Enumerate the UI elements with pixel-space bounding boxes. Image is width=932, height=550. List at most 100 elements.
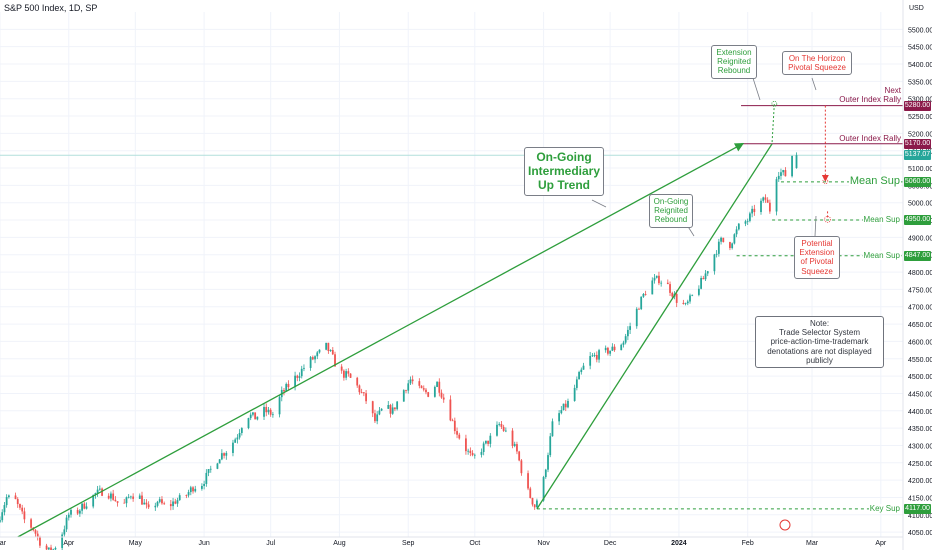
candle-body	[427, 392, 430, 397]
price-tag-level: 4950.00	[904, 215, 931, 226]
candle-body	[269, 409, 272, 415]
candle-body	[54, 547, 57, 550]
candle-body	[402, 390, 405, 402]
candle-body	[484, 440, 487, 444]
callout-connector	[751, 74, 761, 101]
candle-body	[271, 414, 274, 416]
candle-body	[325, 342, 328, 350]
candle-body	[529, 488, 532, 498]
candle-body	[14, 495, 17, 500]
candle-body	[700, 278, 703, 289]
y-tick-label: 4500.00	[908, 374, 932, 381]
candle-body	[407, 383, 410, 391]
candle-body	[161, 499, 163, 504]
candle-body	[611, 346, 614, 351]
candle-body	[598, 350, 600, 360]
candle-body	[456, 431, 458, 435]
candle-body	[582, 365, 585, 370]
annotation-reignited-rebound[interactable]: On-Going Reignited Rebound	[649, 194, 693, 228]
replay-icon	[779, 519, 791, 531]
price-tag-current: 5137.07	[904, 150, 931, 161]
target-marker	[824, 215, 831, 223]
candle-body	[489, 435, 492, 444]
candle-body	[453, 420, 456, 432]
trend-line	[536, 143, 773, 510]
y-tick-label: 5200.00	[908, 131, 932, 138]
candle-body	[609, 350, 612, 354]
candle-body	[365, 393, 367, 402]
candle-body	[442, 397, 445, 400]
candle-body	[98, 488, 101, 490]
annotation-pivotal-squeeze[interactable]: On The Horizon Pivotal Squeeze	[782, 51, 852, 76]
candle-body	[327, 342, 330, 352]
annotation-extension-rebound[interactable]: Extension Reignited Rebound	[711, 45, 757, 79]
trend-line	[17, 142, 745, 538]
candle-body	[252, 412, 254, 415]
candle-body	[440, 392, 443, 398]
y-tick-label: 4350.00	[908, 426, 932, 433]
candle-body	[449, 399, 452, 421]
candle-body	[127, 496, 130, 498]
x-tick-label: Nov	[537, 540, 550, 547]
x-tick-label: Aug	[333, 540, 346, 547]
candle-body	[651, 280, 654, 295]
candlesticks	[0, 152, 798, 550]
candle-body	[47, 547, 50, 550]
y-tick-label: 4600.00	[908, 339, 932, 346]
candle-body	[578, 372, 580, 380]
candle-body	[536, 500, 538, 508]
candle-body	[638, 308, 640, 310]
candle-body	[300, 368, 303, 377]
candle-body	[737, 223, 740, 230]
callout-connector	[591, 199, 607, 208]
candle-body	[613, 346, 616, 351]
candle-body	[660, 282, 663, 284]
candle-body	[760, 200, 762, 213]
x-tick-label: Dec	[604, 540, 617, 547]
candle-body	[542, 477, 545, 501]
candle-body	[178, 495, 181, 501]
candle-body	[236, 437, 239, 440]
candle-body	[520, 460, 523, 474]
candle-body	[185, 495, 188, 496]
annotation-note[interactable]: Note: Trade Selector System price-action…	[755, 316, 884, 368]
candle-body	[101, 488, 103, 496]
level-label: Next Outer Index Rally	[839, 86, 901, 105]
currency-label: USD	[909, 5, 924, 12]
candle-body	[691, 294, 694, 296]
candle-body	[76, 509, 79, 514]
candle-body	[138, 495, 141, 499]
candle-body	[706, 271, 709, 274]
candle-body	[176, 500, 179, 504]
y-tick-label: 4800.00	[908, 270, 932, 277]
candle-body	[141, 495, 143, 505]
candle-body	[591, 355, 594, 357]
candle-body	[378, 410, 381, 415]
candle-body	[780, 172, 782, 176]
annotation-potential-extension[interactable]: Potential Extension of Pivotal Squeeze	[794, 236, 840, 279]
candle-body	[589, 356, 592, 366]
candle-body	[531, 497, 534, 505]
x-tick-label: Mar	[0, 540, 7, 547]
x-tick-label: Apr	[875, 540, 887, 547]
y-tick-label: 4900.00	[908, 235, 932, 242]
candle-body	[500, 424, 503, 427]
candle-body	[63, 529, 66, 535]
candle-body	[746, 220, 749, 222]
candle-body	[560, 410, 563, 414]
candle-body	[200, 485, 203, 489]
candle-body	[549, 436, 552, 456]
candle-body	[3, 505, 6, 513]
candle-body	[551, 421, 554, 437]
candle-body	[23, 511, 26, 520]
candle-body	[387, 404, 390, 409]
candle-body	[697, 288, 700, 295]
candle-body	[143, 502, 146, 505]
candle-body	[303, 367, 305, 369]
candle-body	[642, 293, 645, 297]
candle-body	[671, 292, 674, 297]
target-marker	[822, 178, 829, 185]
annotation-main-trend[interactable]: On-Going Intermediary Up Trend	[524, 147, 604, 197]
